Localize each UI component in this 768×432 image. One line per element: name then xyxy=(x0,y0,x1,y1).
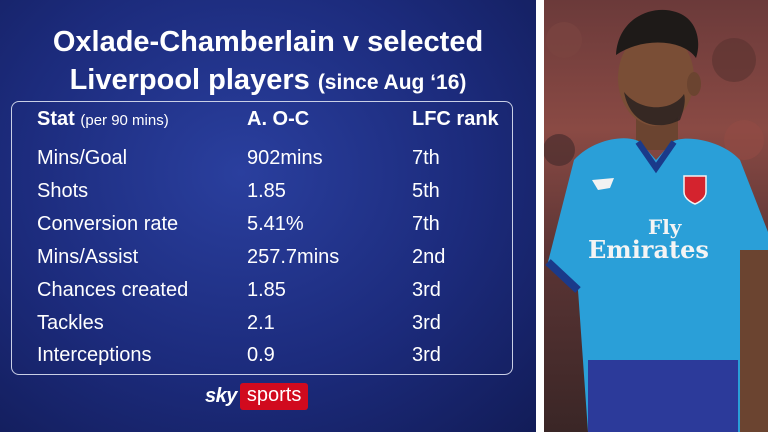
logo-sports: sports xyxy=(239,383,309,410)
stat-rank: 3rd xyxy=(412,344,441,366)
stat-value: 902mins xyxy=(247,147,323,169)
table-row: Chances created 1.85 3rd xyxy=(0,279,536,312)
player-photo: Fly Emirates xyxy=(544,0,768,432)
stats-panel: Oxlade-Chamberlain v selected Liverpool … xyxy=(0,0,536,432)
table-row: Shots 1.85 5th xyxy=(0,180,536,213)
title-main: Liverpool players xyxy=(69,64,310,96)
stat-name: Mins/Goal xyxy=(37,147,128,169)
header-stat: Stat (per 90 mins) xyxy=(37,108,169,131)
stat-value: 2.1 xyxy=(247,312,275,334)
stat-rank: 3rd xyxy=(412,312,441,334)
stat-name: Tackles xyxy=(37,312,104,334)
table-row: Interceptions 0.9 3rd xyxy=(0,344,536,377)
stat-value: 257.7mins xyxy=(247,246,340,268)
stat-name: Chances created xyxy=(37,279,189,301)
arsenal-crest-icon xyxy=(683,175,707,205)
puma-logo-icon xyxy=(592,178,614,190)
header-rank: LFC rank xyxy=(412,108,499,130)
stat-value: 5.41% xyxy=(247,213,304,235)
title-line-2: Liverpool players (since Aug ‘16) xyxy=(0,64,536,97)
stats-table-frame xyxy=(11,101,513,375)
player-illustration: Fly Emirates xyxy=(544,9,768,432)
stat-rank: 5th xyxy=(412,180,440,202)
stat-name: Mins/Assist xyxy=(37,246,139,268)
stat-name: Conversion rate xyxy=(37,213,179,235)
sponsor-line-2: Emirates xyxy=(588,235,709,264)
title-subtitle: (since Aug ‘16) xyxy=(317,71,467,94)
sky-sports-logo: sky sports xyxy=(205,383,309,410)
stat-name: Interceptions xyxy=(37,344,152,366)
table-row: Conversion rate 5.41% 7th xyxy=(0,213,536,246)
sponsor-line-1: Fly xyxy=(648,215,683,239)
title-line-1: Oxlade-Chamberlain v selected xyxy=(52,26,484,58)
stat-rank: 3rd xyxy=(412,279,441,301)
header-player: A. O-C xyxy=(247,108,310,130)
logo-sky: sky xyxy=(205,385,237,407)
table-row: Tackles 2.1 3rd xyxy=(0,312,536,345)
stat-rank: 7th xyxy=(412,213,440,235)
stat-name: Shots xyxy=(37,180,89,202)
stat-value: 1.85 xyxy=(247,180,286,202)
header-stat-label: Stat xyxy=(37,108,75,130)
stat-value: 1.85 xyxy=(247,279,286,301)
stat-rank: 2nd xyxy=(412,246,446,268)
table-row: Mins/Assist 257.7mins 2nd xyxy=(0,246,536,279)
header-per-note: (per 90 mins) xyxy=(80,112,169,129)
stat-rank: 7th xyxy=(412,147,440,169)
stat-value: 0.9 xyxy=(247,344,275,366)
panel-divider xyxy=(536,0,544,432)
table-row: Mins/Goal 902mins 7th xyxy=(0,147,536,180)
